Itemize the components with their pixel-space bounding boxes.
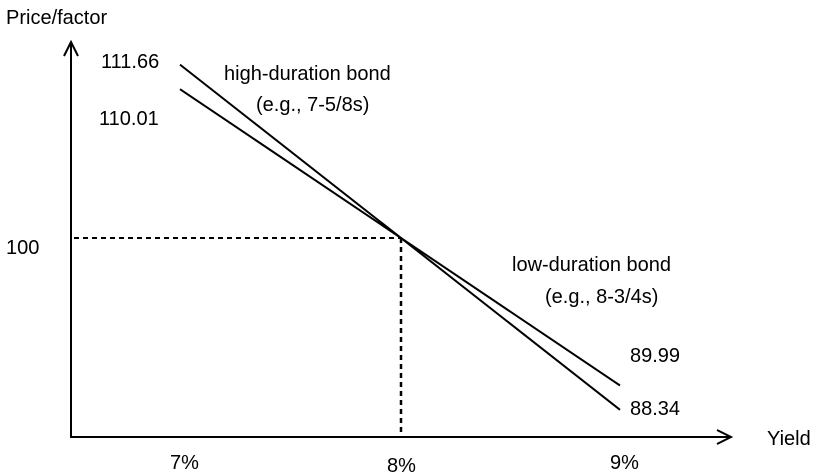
annotation-low-duration-line2: (e.g., 8-3/4s) (545, 286, 658, 308)
data-label-low-start: 110.01 (99, 108, 159, 130)
x-axis-arrowhead (716, 429, 734, 445)
x-tick-label-9: 9% (610, 452, 639, 474)
annotation-high-duration-line1: high-duration bond (224, 63, 391, 85)
data-label-high-start: 111.66 (101, 51, 159, 73)
annotation-high-duration-line2: (e.g., 7-5/8s) (256, 94, 369, 116)
x-axis-label: Yield (767, 428, 811, 450)
y-tick-label-100: 100 (6, 237, 39, 259)
data-label-low-end: 89.99 (630, 345, 680, 367)
y-axis-label: Price/factor (6, 7, 107, 29)
y-axis-arrowhead (63, 39, 79, 57)
annotation-low-duration-line1: low-duration bond (512, 254, 671, 276)
x-tick-label-7: 7% (170, 452, 199, 474)
x-tick-label-8: 8% (387, 455, 416, 474)
data-label-high-end: 88.34 (630, 398, 680, 420)
series-line-low-duration (179, 88, 621, 387)
